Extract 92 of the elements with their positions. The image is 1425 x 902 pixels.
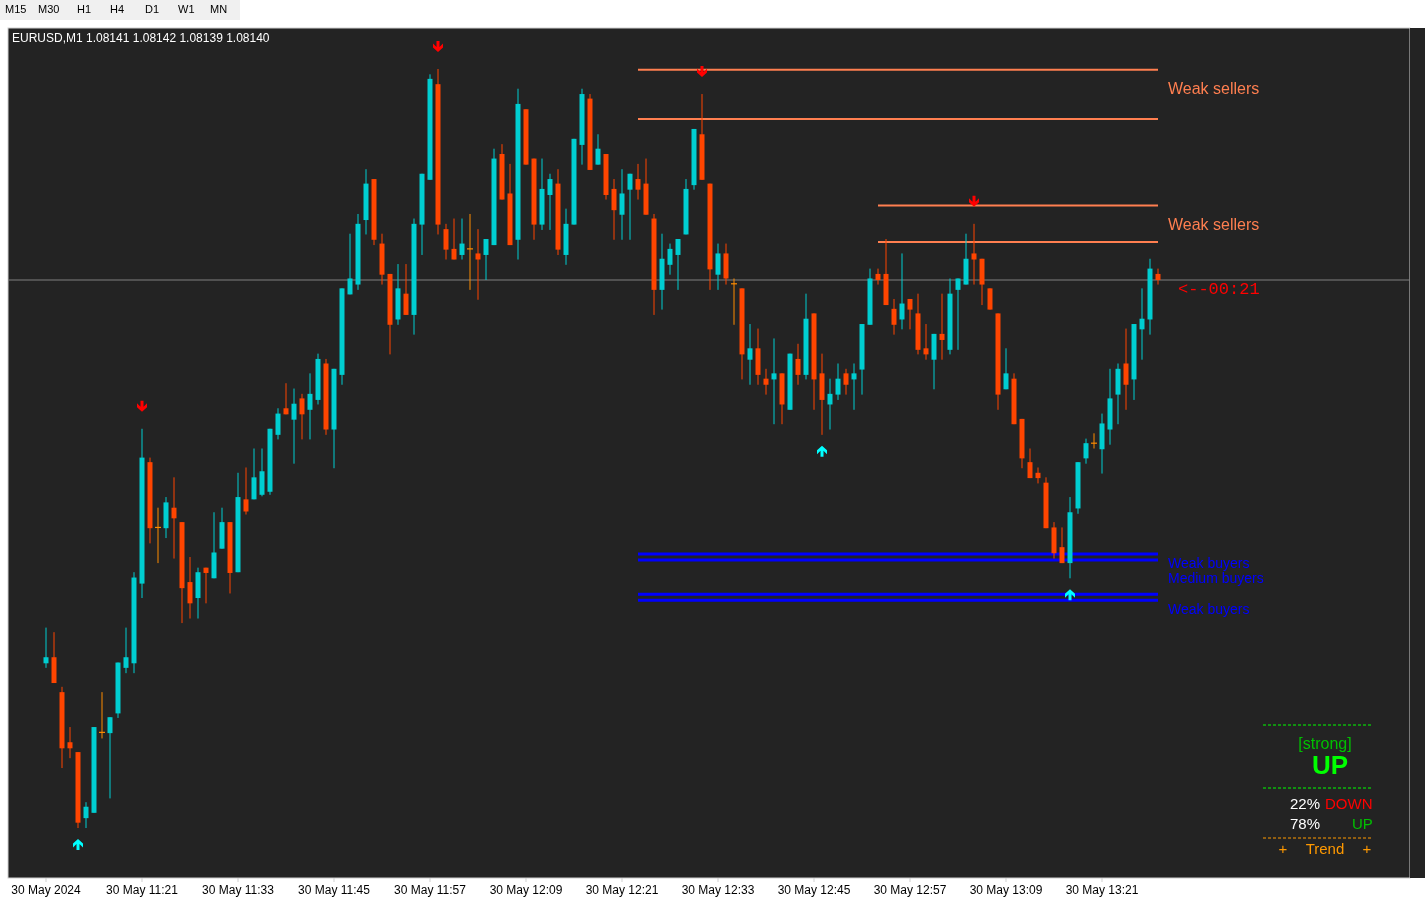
candlestick — [43, 627, 49, 669]
candlestick — [451, 218, 457, 261]
candlestick — [466, 213, 474, 291]
text: M15 — [5, 3, 27, 15]
candlestick — [715, 243, 721, 291]
candlestick — [67, 726, 73, 759]
candlestick — [187, 556, 193, 620]
candlestick — [123, 627, 129, 674]
candlestick — [851, 362, 857, 411]
candlestick — [107, 716, 113, 799]
candlestick — [171, 476, 177, 560]
candlestick — [675, 238, 681, 291]
candlestick — [843, 368, 849, 396]
ref-line-label: Weak sellers — [1168, 215, 1260, 233]
text: + — [1362, 840, 1372, 857]
candlestick — [299, 393, 305, 440]
candlestick — [923, 323, 929, 361]
text: <--00:21 — [1178, 280, 1260, 299]
candlestick — [955, 277, 961, 351]
text: Medium buyers — [1168, 570, 1264, 586]
text: H4 — [110, 3, 125, 15]
candlestick — [1035, 466, 1041, 484]
chart-title: EURUSD,M1 1.08141 1.08142 1.08139 1.08140 — [12, 31, 270, 45]
candlestick — [619, 168, 625, 241]
x-tick-label: 30 May 13:21 — [1065, 883, 1139, 897]
x-tick-label: 30 May 11:45 — [298, 883, 371, 897]
candlestick — [275, 407, 281, 440]
text: M30 — [38, 3, 60, 15]
candlestick — [283, 382, 289, 415]
candlestick — [1003, 347, 1009, 390]
candlestick — [251, 448, 257, 500]
candlestick — [595, 133, 601, 166]
candlestick — [875, 268, 881, 286]
candlestick — [259, 448, 265, 497]
text: DOWN — [1325, 795, 1373, 812]
candlestick — [771, 337, 777, 425]
candlestick — [1027, 448, 1033, 479]
candlestick — [627, 173, 633, 241]
candlestick — [291, 388, 297, 465]
candlestick — [1059, 526, 1065, 564]
text: 22% — [1290, 795, 1321, 812]
text: UP — [1352, 815, 1373, 832]
candlestick — [483, 238, 489, 281]
text: W1 — [178, 3, 195, 15]
text: + — [1278, 840, 1288, 857]
x-tick-label: 30 May 12:45 — [777, 883, 851, 897]
candlestick — [203, 567, 209, 604]
candlestick — [475, 228, 481, 301]
ref-line-label: Weak buyers — [1168, 555, 1250, 571]
candlestick — [891, 298, 897, 336]
candlestick — [83, 801, 89, 829]
x-tick-label: 30 May 2024 — [11, 883, 82, 897]
candlestick — [403, 263, 409, 316]
text: 78% — [1290, 815, 1321, 832]
candlestick — [1155, 268, 1161, 286]
candlestick — [939, 293, 945, 361]
x-tick-label: 30 May 11:57 — [394, 883, 467, 897]
candlestick — [907, 298, 913, 330]
x-tick-label: 30 May 11:21 — [106, 883, 179, 897]
x-tick-label: 30 May 12:21 — [585, 883, 659, 897]
ref-line-label: Weak buyers — [1168, 601, 1250, 618]
x-tick-label: 30 May 12:57 — [873, 883, 947, 897]
text: Trend — [1305, 840, 1345, 857]
candlestick — [827, 378, 833, 431]
candlestick — [987, 287, 993, 311]
candlestick — [763, 368, 769, 396]
candlestick — [611, 178, 617, 241]
candlestick — [547, 173, 553, 231]
text: MN — [210, 3, 228, 15]
candlestick — [795, 343, 801, 386]
candlestick — [899, 252, 905, 330]
candlestick — [307, 372, 313, 440]
candlestick — [243, 466, 249, 516]
candlestick — [443, 223, 449, 261]
candlestick — [1123, 328, 1129, 411]
x-tick-label: 30 May 12:33 — [681, 883, 755, 897]
x-tick-label: 30 May 13:09 — [969, 883, 1043, 897]
ref-line-label: Weak sellers — [1168, 79, 1260, 97]
x-tick-label: 30 May 11:33 — [202, 883, 275, 897]
candlestick — [747, 323, 753, 386]
candlestick — [971, 223, 977, 286]
x-tick-label: 30 May 12:09 — [489, 883, 563, 897]
candlestick — [635, 163, 641, 201]
candlestick — [835, 362, 841, 401]
text: [strong] — [1298, 735, 1352, 752]
candlestick — [347, 233, 353, 295]
candlestick — [667, 243, 673, 276]
candlestick — [1083, 438, 1089, 465]
text: H1 — [77, 3, 92, 15]
candlestick — [1139, 287, 1145, 361]
candlestick — [459, 218, 465, 261]
text: D1 — [145, 3, 160, 15]
